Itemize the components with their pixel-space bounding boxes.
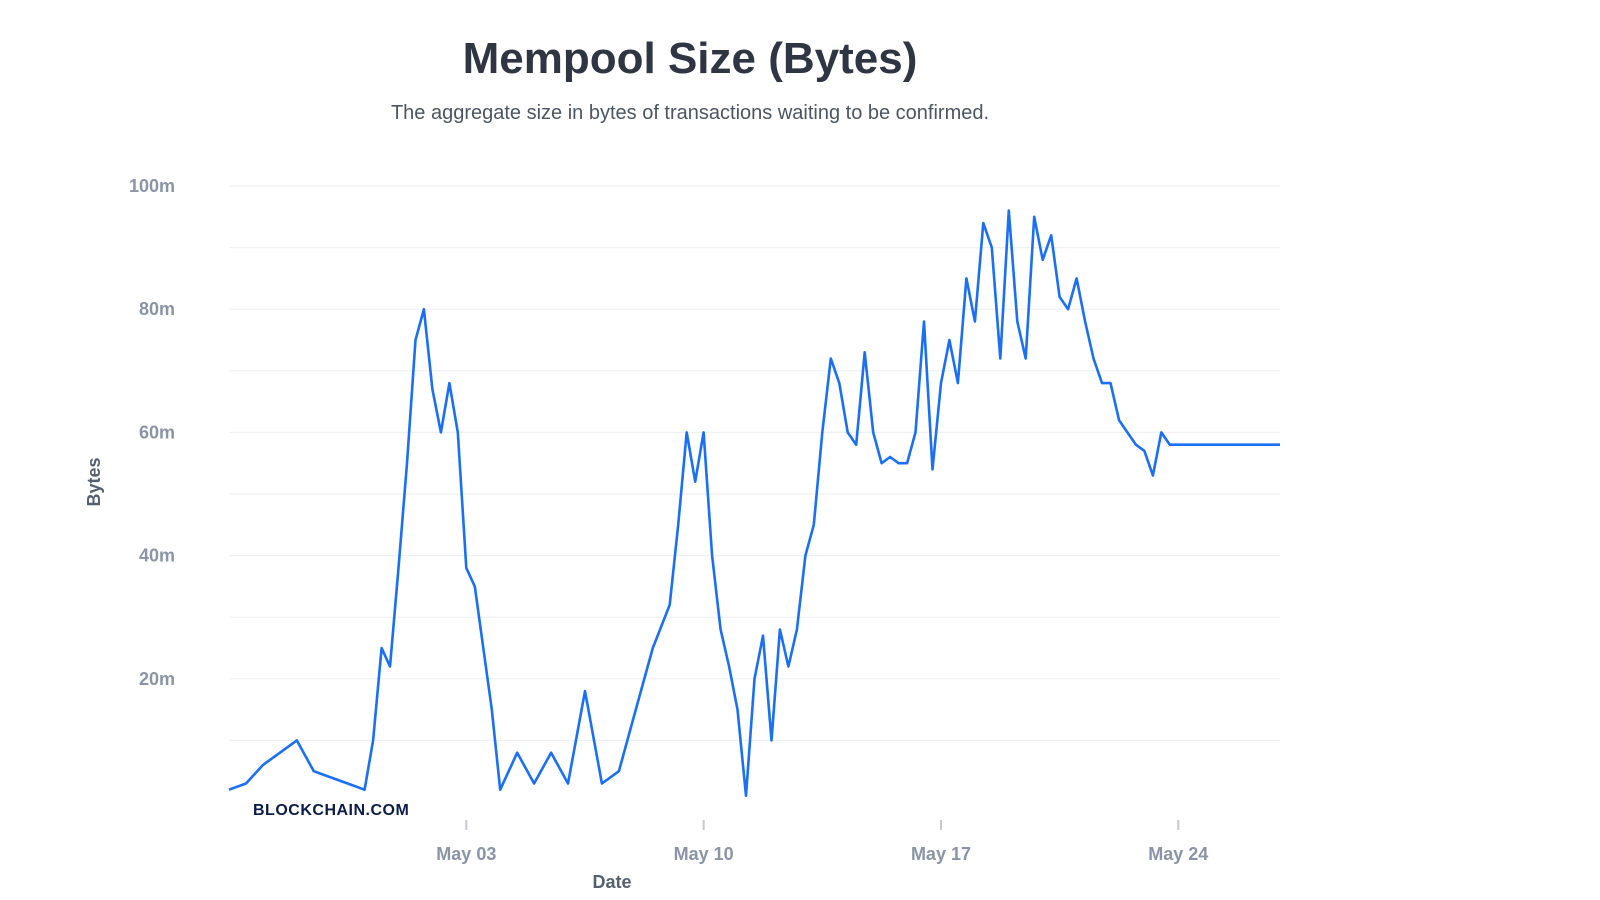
blockchain-watermark: BLOCKCHAIN.COM [253,802,409,819]
y-axis-ticks: 20m 40m 60m 80m 100m [129,176,175,689]
y-axis-label: Bytes [84,457,104,506]
x-axis-label: Date [592,872,631,892]
y-tick-label: 40m [139,546,175,566]
y-tick-label: 60m [139,422,175,442]
x-tick-label: May 03 [436,844,496,864]
series-line-mempool-size [228,209,1280,798]
x-axis-ticks: May 03 May 10 May 17 May 24 [436,820,1208,864]
chart-subtitle: The aggregate size in bytes of transacti… [390,102,990,124]
y-tick-label: 80m [139,299,175,319]
x-tick-label: May 17 [911,844,971,864]
x-tick-label: May 10 [674,844,734,864]
y-tick-label: 20m [139,669,175,689]
y-tick-label: 100m [129,176,175,196]
x-tick-label: May 24 [1148,844,1208,864]
chart-title: Mempool Size (Bytes) [462,34,918,83]
grid-lines [229,185,1280,742]
